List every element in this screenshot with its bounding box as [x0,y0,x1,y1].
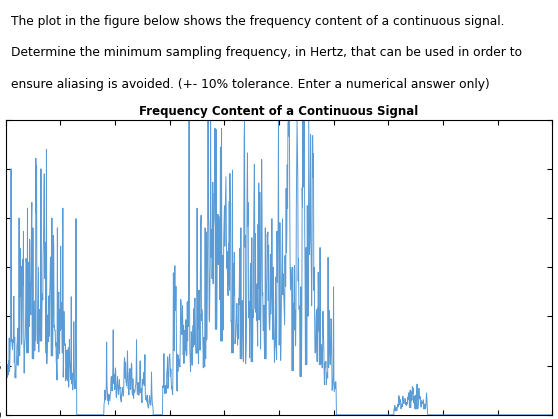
Text: Determine the minimum sampling frequency, in Hertz, that can be used in order to: Determine the minimum sampling frequency… [11,47,522,59]
Text: The plot in the figure below shows the frequency content of a continuous signal.: The plot in the figure below shows the f… [11,15,504,28]
Title: Frequency Content of a Continuous Signal: Frequency Content of a Continuous Signal [140,106,418,119]
Text: ensure aliasing is avoided. (+- 10% tolerance. Enter a numerical answer only): ensure aliasing is avoided. (+- 10% tole… [11,78,490,91]
